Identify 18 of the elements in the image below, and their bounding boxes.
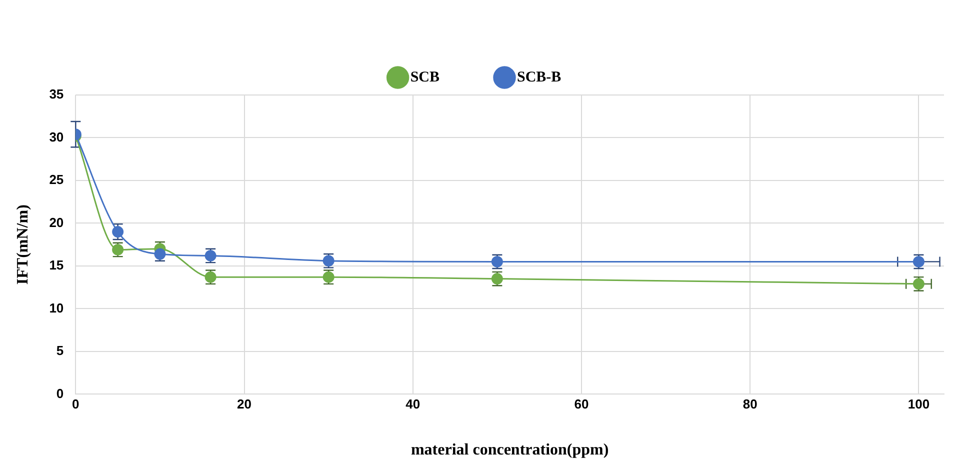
x-tick-label: 20 <box>237 396 252 412</box>
y-tick-label: 15 <box>49 258 64 273</box>
y-tick-label: 5 <box>56 343 64 358</box>
x-axis-title: material concentration(ppm) <box>410 442 609 459</box>
y-tick-label: 25 <box>49 172 64 188</box>
legend-label: SCB <box>410 69 440 86</box>
legend-label: SCB-B <box>517 69 562 86</box>
x-tick-label: 0 <box>72 396 80 412</box>
x-tick-label: 40 <box>406 396 420 412</box>
x-tick-label: 60 <box>574 396 589 412</box>
x-tick-label: 100 <box>908 396 930 412</box>
x-tick-label: 80 <box>742 396 758 412</box>
y-tick-label: 0 <box>56 386 64 401</box>
y-axis-title: IFT(mN/m) <box>14 204 32 285</box>
y-tick-label: 10 <box>49 300 64 316</box>
y-tick-label: 20 <box>49 214 64 230</box>
y-tick-label: 35 <box>49 86 64 102</box>
y-tick-label: 30 <box>49 129 64 144</box>
